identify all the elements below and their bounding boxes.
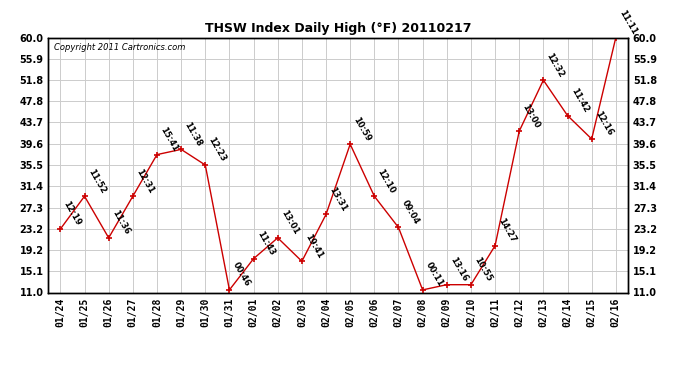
Text: 00:11: 00:11 — [424, 261, 445, 288]
Text: 19:41: 19:41 — [304, 232, 324, 260]
Text: Copyright 2011 Cartronics.com: Copyright 2011 Cartronics.com — [54, 43, 186, 52]
Text: 00:46: 00:46 — [231, 261, 252, 288]
Text: 11:43: 11:43 — [255, 230, 276, 257]
Text: 11:38: 11:38 — [183, 120, 204, 148]
Text: 11:36: 11:36 — [110, 209, 131, 237]
Text: 12:31: 12:31 — [135, 167, 155, 195]
Text: 11:42: 11:42 — [569, 86, 590, 114]
Text: 12:32: 12:32 — [545, 51, 566, 79]
Text: 13:16: 13:16 — [448, 256, 469, 283]
Text: 13:31: 13:31 — [328, 186, 348, 213]
Title: THSW Index Daily High (°F) 20110217: THSW Index Daily High (°F) 20110217 — [205, 22, 471, 35]
Text: 09:04: 09:04 — [400, 199, 421, 226]
Text: 14:27: 14:27 — [497, 217, 518, 244]
Text: 13:00: 13:00 — [521, 102, 542, 130]
Text: 12:10: 12:10 — [376, 167, 397, 195]
Text: 15:41: 15:41 — [159, 125, 179, 153]
Text: 10:55: 10:55 — [473, 256, 493, 283]
Text: 12:16: 12:16 — [593, 110, 614, 138]
Text: 13:01: 13:01 — [279, 209, 300, 237]
Text: 10:59: 10:59 — [352, 115, 373, 143]
Text: 12:19: 12:19 — [62, 200, 83, 228]
Text: 11:11: 11:11 — [618, 8, 638, 36]
Text: 12:23: 12:23 — [207, 136, 228, 164]
Text: 11:52: 11:52 — [86, 167, 107, 195]
